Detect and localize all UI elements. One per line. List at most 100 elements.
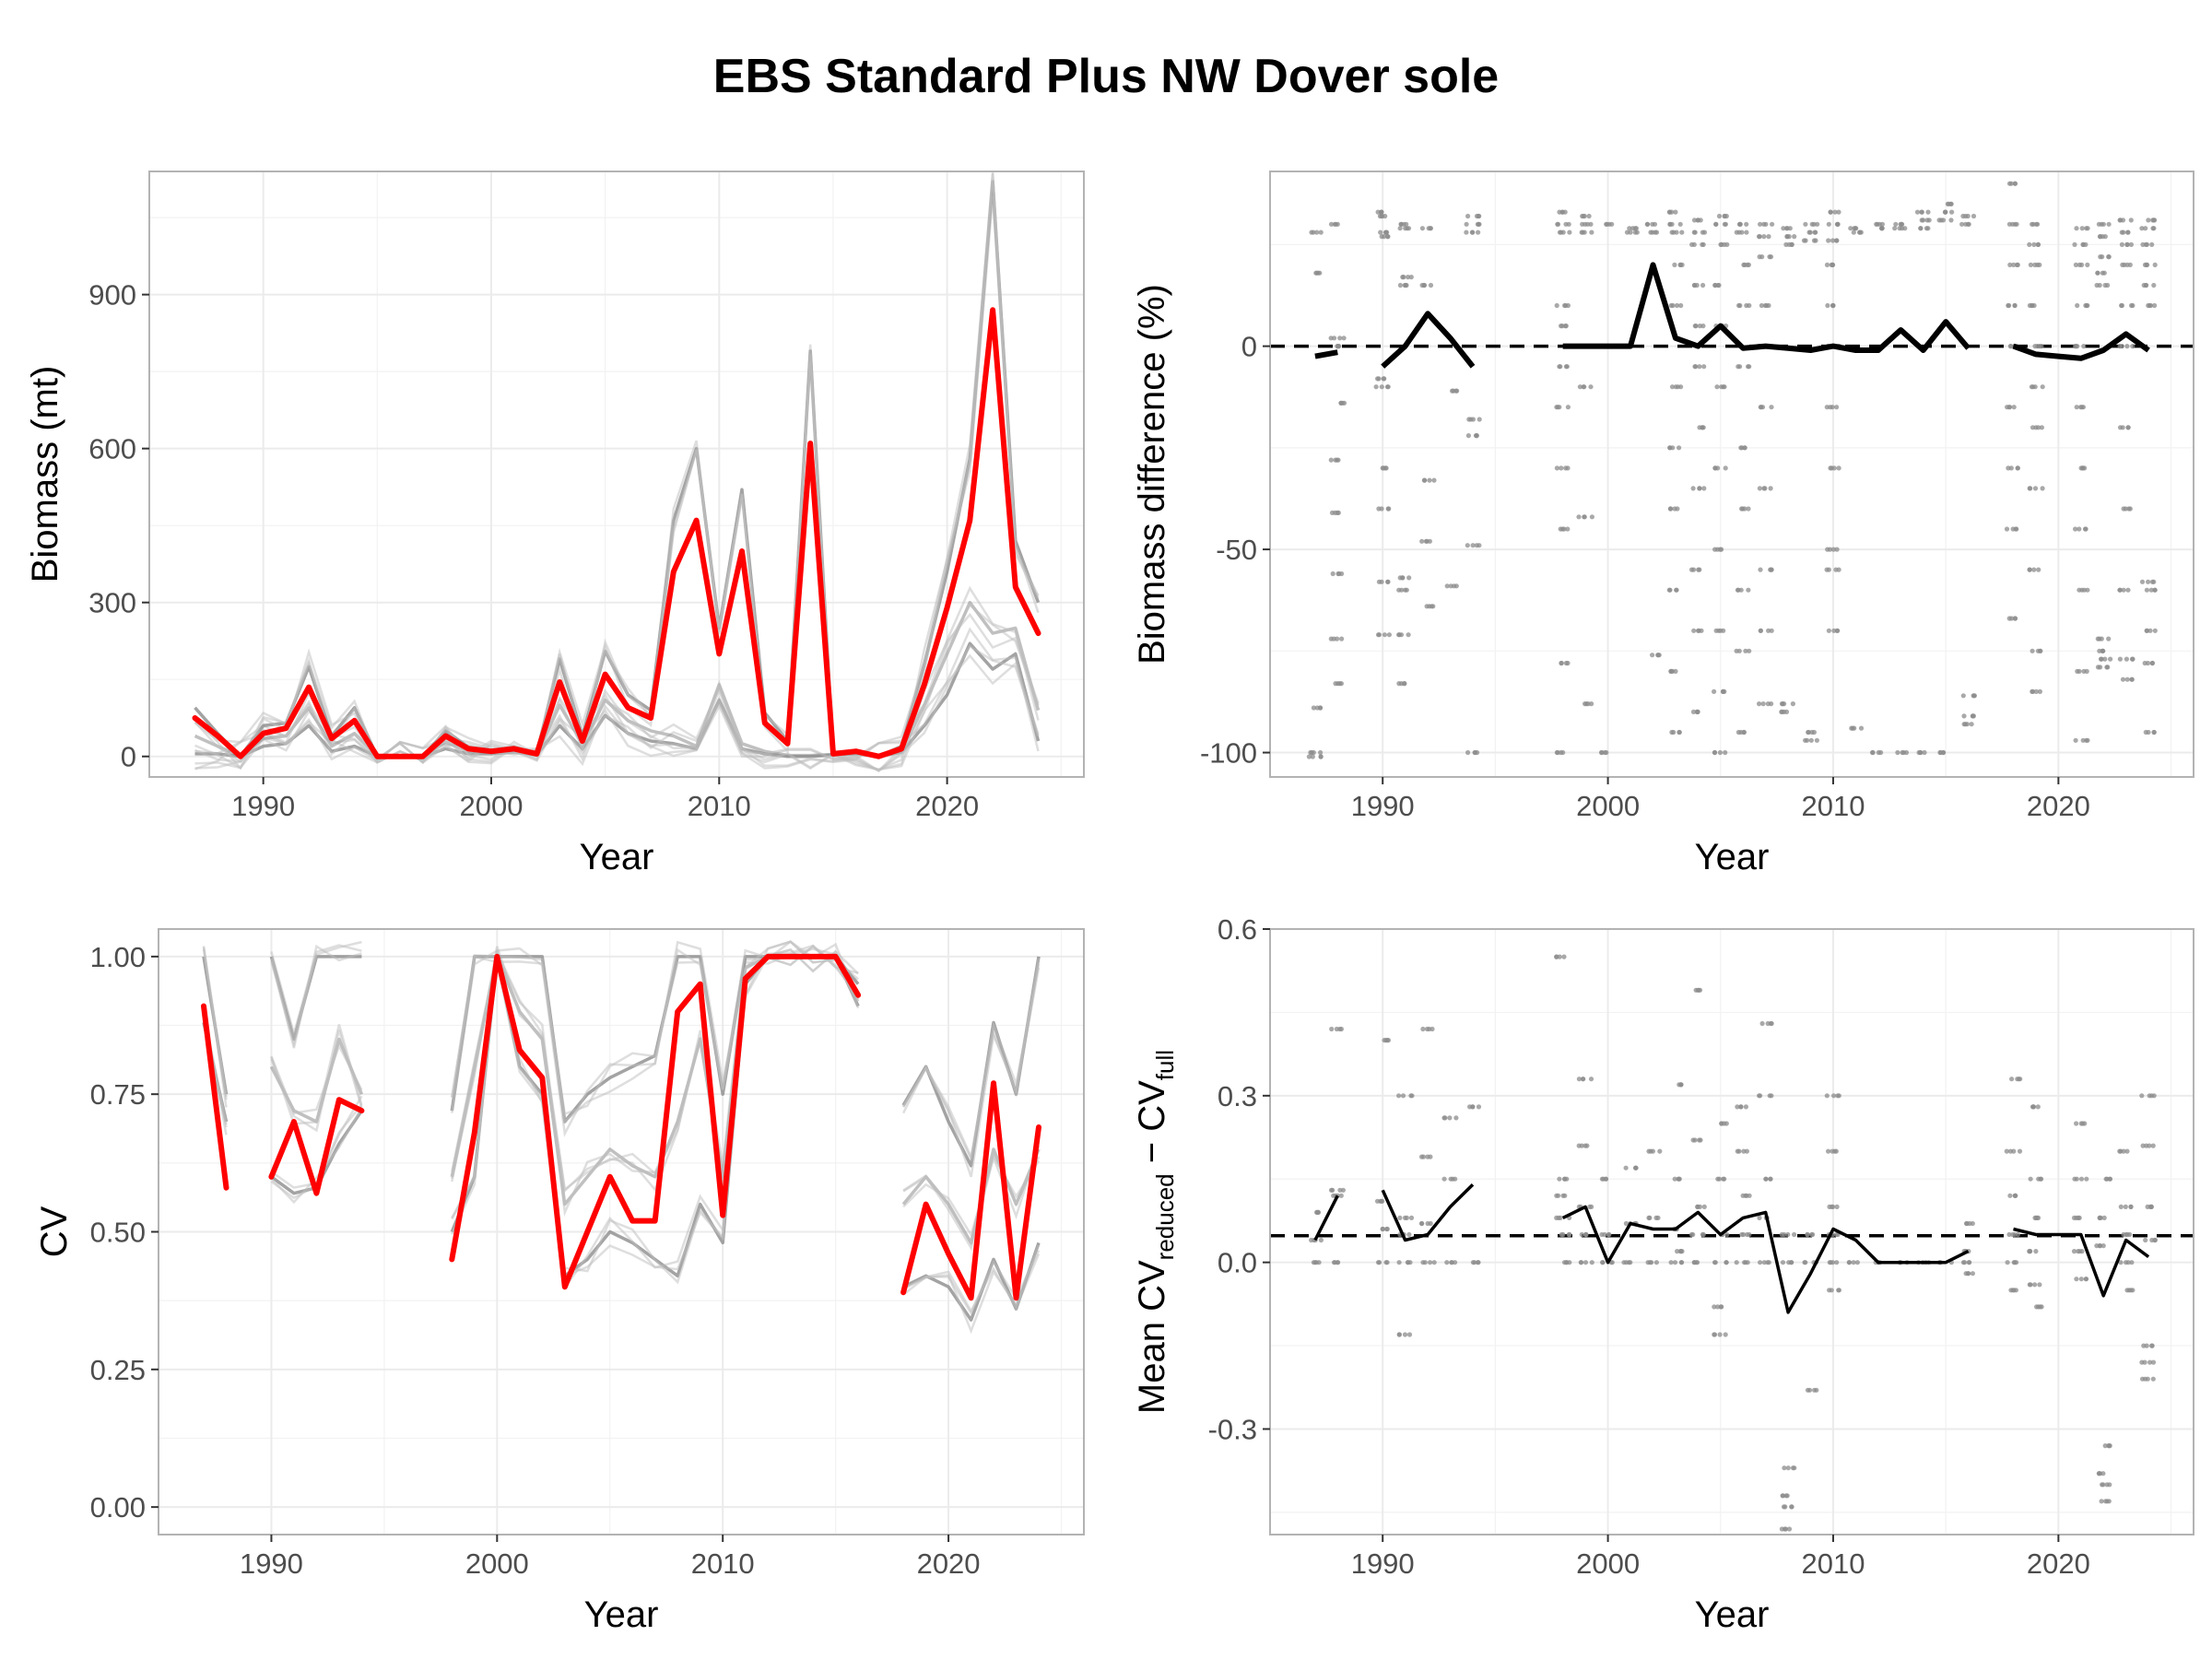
data-point [2014,262,2020,267]
data-point [1781,226,1786,231]
data-point [1476,221,1481,227]
data-point [1757,1093,1762,1099]
data-point [2139,226,2145,231]
data-point [1717,1332,1723,1337]
data-point [1870,749,1876,756]
data-point [2149,579,2155,584]
data-point [2140,1143,2146,1148]
data-point [2097,1243,2103,1249]
data-point [1780,1493,1785,1499]
data-point [2097,648,2102,653]
data-point [1556,1215,1561,1220]
data-point [1892,226,1898,231]
data-point [1830,262,1836,267]
data-point [2124,241,2130,247]
data-point [1420,1026,1426,1032]
data-point [1747,1193,1752,1198]
data-point [1554,465,1559,471]
data-point [1742,1260,1747,1265]
x-tick-label: 2020 [917,1547,981,1580]
x-tick-label: 2000 [465,1547,529,1580]
replicate-series-line [451,948,860,1291]
data-point [1656,653,1662,658]
data-point [1335,221,1340,227]
data-point [1834,1204,1840,1209]
data-point [1601,1176,1606,1182]
data-point [1832,209,1838,215]
data-point [2124,262,2130,267]
data-point [2073,737,2078,743]
x-tick-label: 2010 [1801,790,1865,822]
data-point [1469,229,1475,235]
data-point [1700,282,1706,288]
data-point [1559,465,1564,471]
data-point [1742,445,1747,451]
data-point [1447,1115,1453,1121]
data-point [1431,1260,1437,1265]
data-point [1328,457,1334,463]
data-point [1396,1093,1402,1099]
data-point [2125,425,2131,430]
x-tick-label: 2000 [1576,1547,1640,1580]
data-point [2027,241,2032,247]
data-point [2146,579,2151,584]
data-point [1814,737,1819,743]
data-point [1405,1260,1410,1265]
data-point [2015,1231,2020,1238]
data-point [2015,465,2020,471]
data-point [1783,1526,1789,1532]
replicate-series-line [902,967,1041,1161]
data-point [2079,405,2085,410]
data-point [1971,213,1977,219]
replicate-series-line [451,940,860,1218]
data-point [1712,282,1718,288]
data-point [1809,221,1815,227]
data-point [1428,1260,1433,1265]
data-point [1579,1260,1584,1265]
data-point [2028,262,2033,267]
data-point [1399,587,1405,593]
data-point [1604,221,1609,227]
data-point [1633,1165,1639,1171]
data-point [1419,1220,1425,1227]
data-point [1559,324,1565,329]
data-point [1315,1209,1321,1215]
y-axis-label: Mean CVreduced − CVfull [1132,1050,1179,1414]
data-point [1836,209,1841,215]
data-point [1562,1193,1568,1198]
data-point [1688,567,1695,572]
data-point [2031,567,2037,572]
data-point [2128,218,2134,223]
y-tick-label: 0 [121,741,136,773]
data-point [1699,628,1704,633]
data-point [1609,221,1615,227]
data-point [1789,1504,1794,1510]
data-point [1879,226,1885,231]
data-point [1689,241,1695,247]
data-point [1734,229,1739,235]
data-point [1902,226,1908,231]
data-point [1854,1260,1860,1265]
data-point [2130,344,2136,349]
data-point [2032,262,2038,267]
data-point [1554,954,1559,959]
data-point [1475,749,1480,756]
data-point [1396,1332,1402,1337]
data-point [1666,587,1672,593]
data-point [1719,1121,1724,1126]
data-point [1328,335,1334,341]
data-point [1653,229,1658,235]
data-point [2074,1277,2079,1282]
data-point [1341,335,1347,341]
data-point [1677,729,1682,735]
data-point [1787,226,1793,231]
replicate-series-line [194,603,1040,772]
data-point [1598,749,1605,756]
data-point [1379,1198,1384,1204]
data-point [1758,221,1763,227]
y-axis-label-subscript: reduced [1151,1173,1179,1260]
data-point [1836,1093,1841,1099]
mean-line [1561,1205,1970,1314]
data-point [1803,737,1808,743]
data-point [2121,1148,2126,1154]
